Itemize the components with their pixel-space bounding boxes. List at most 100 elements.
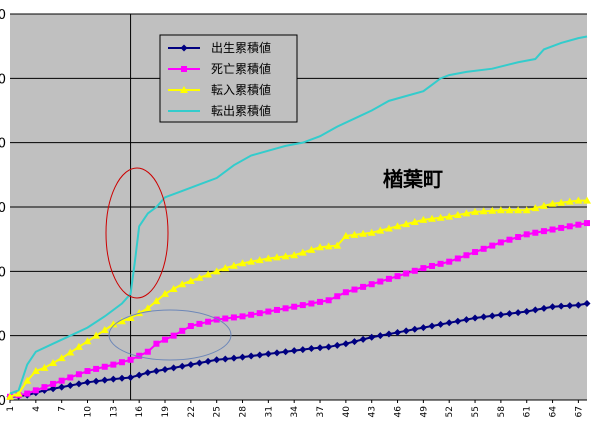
data-point <box>186 276 195 284</box>
data-point <box>49 385 57 393</box>
data-point <box>445 212 454 220</box>
data-point <box>239 313 246 320</box>
data-point <box>50 380 57 387</box>
x-tick-label: 46 <box>394 406 404 418</box>
data-point <box>540 304 548 312</box>
x-tick-label: 25 <box>213 406 223 417</box>
data-point <box>394 273 401 280</box>
data-point <box>377 278 384 285</box>
data-point <box>264 350 272 358</box>
data-point <box>187 323 194 330</box>
data-point <box>299 302 306 309</box>
data-point <box>342 340 350 348</box>
highlight-ellipse-blue <box>108 309 232 361</box>
legend-marker <box>180 86 188 93</box>
data-point <box>368 281 375 288</box>
data-point <box>471 207 480 215</box>
data-point <box>471 314 479 322</box>
data-point <box>49 359 58 367</box>
data-point <box>427 214 436 222</box>
data-point <box>462 209 471 217</box>
data-point <box>334 293 341 300</box>
data-point <box>583 300 591 307</box>
data-point <box>367 228 376 236</box>
data-point <box>531 306 539 314</box>
data-point <box>488 206 497 214</box>
data-point <box>109 375 117 383</box>
data-point <box>179 327 186 334</box>
data-point <box>153 340 160 347</box>
data-point <box>307 345 315 353</box>
data-point <box>230 354 238 362</box>
data-point <box>282 348 290 356</box>
data-point <box>101 376 109 384</box>
data-point <box>497 311 505 319</box>
data-point <box>316 344 324 352</box>
data-point <box>23 376 32 384</box>
data-point <box>515 234 522 241</box>
y-tick-label: 400 <box>0 265 6 280</box>
data-point <box>505 310 513 318</box>
data-point <box>32 387 39 394</box>
legend-label: 出生累積値 <box>211 40 271 55</box>
data-point <box>489 242 496 249</box>
data-point <box>480 313 488 321</box>
data-point <box>317 298 324 305</box>
data-point <box>385 275 392 282</box>
data-point <box>93 365 100 372</box>
data-point <box>522 206 531 214</box>
legend-entry: 死亡累積値 <box>168 61 271 76</box>
data-point <box>222 315 229 322</box>
data-point <box>462 316 470 324</box>
data-point <box>514 309 522 317</box>
data-point <box>58 377 65 384</box>
highlight-ellipse-red <box>105 167 169 299</box>
data-point <box>162 336 169 343</box>
data-point <box>472 249 479 256</box>
data-point <box>479 207 488 215</box>
data-point <box>169 285 178 293</box>
x-tick-label: 22 <box>187 406 197 417</box>
legend-label: 転出累積値 <box>211 103 271 118</box>
legend-entry: 転入累積値 <box>168 82 271 97</box>
data-point <box>195 359 203 367</box>
data-point <box>376 226 385 234</box>
x-tick-label: 52 <box>445 406 455 417</box>
data-point <box>290 251 299 259</box>
data-point <box>213 316 220 323</box>
data-point <box>161 289 170 297</box>
data-point <box>127 373 135 381</box>
legend-entry: 転出累積値 <box>168 103 271 118</box>
data-point <box>420 265 427 272</box>
data-point <box>463 252 470 259</box>
data-point <box>428 262 435 269</box>
data-point <box>282 305 289 312</box>
data-point <box>152 297 161 305</box>
data-point <box>273 306 280 313</box>
data-point <box>290 347 298 355</box>
data-point <box>75 380 83 388</box>
data-point <box>360 283 367 290</box>
data-point <box>566 302 574 310</box>
data-point <box>238 259 247 267</box>
data-point <box>411 267 418 274</box>
data-point <box>523 308 531 316</box>
x-tick-label: 10 <box>84 406 94 418</box>
data-point <box>273 349 281 357</box>
data-point <box>204 357 212 365</box>
data-point <box>272 253 281 261</box>
data-point <box>196 320 203 327</box>
data-point <box>437 320 445 328</box>
series-1 <box>7 220 590 400</box>
x-tick-label: 67 <box>574 406 584 417</box>
data-point <box>351 286 358 293</box>
data-point <box>453 211 462 219</box>
data-point <box>410 218 419 226</box>
data-point <box>255 256 264 264</box>
data-point <box>454 317 462 325</box>
data-point <box>170 364 178 372</box>
data-point <box>248 311 255 318</box>
data-point <box>411 325 419 333</box>
data-point <box>92 377 100 385</box>
